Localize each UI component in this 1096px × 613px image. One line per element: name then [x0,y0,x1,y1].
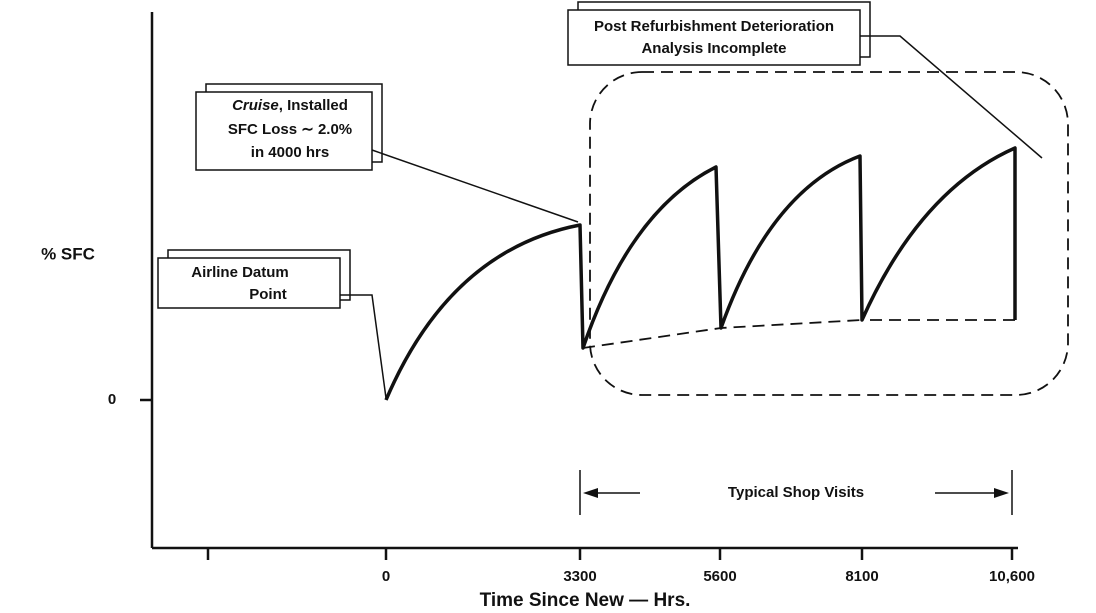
datum-trend [582,319,1015,349]
annotation: Typical Shop Visits [728,484,864,501]
annotation: Airline Datum [191,264,289,281]
box [195,91,373,171]
leader [860,35,1043,159]
x-tick-label: 0 [382,568,390,585]
region-outline [589,71,1069,396]
annotation: Analysis Incomplete [641,40,786,57]
annotation-rest: , Installed [279,97,348,114]
x-tick-label: 5600 [703,568,736,585]
arrow-head [994,488,1009,498]
arrow-head [583,488,598,498]
x-ticks [206,548,1014,560]
leader [371,149,579,223]
annotation: Cruise, Installed [232,97,348,114]
annotation-italic: Cruise [232,97,279,114]
leader [340,294,387,399]
annotation: SFC Loss ∼ 2.0% [228,121,352,138]
y-tick-label: 0 [108,391,116,408]
x-axis-title: Time Since New — Hrs. [480,590,691,611]
x-tick-label: 8100 [845,568,878,585]
annotation: Post Refurbishment Deterioration [594,18,834,35]
x-tick-label: 10,600 [989,568,1035,585]
x-tick-label: 3300 [563,568,596,585]
sfc-curve [384,146,1017,401]
box [157,257,341,309]
annotation: Point [249,286,287,303]
y-axis-title: % SFC [41,244,95,263]
box [567,9,861,66]
annotation: in 4000 hrs [251,144,329,161]
